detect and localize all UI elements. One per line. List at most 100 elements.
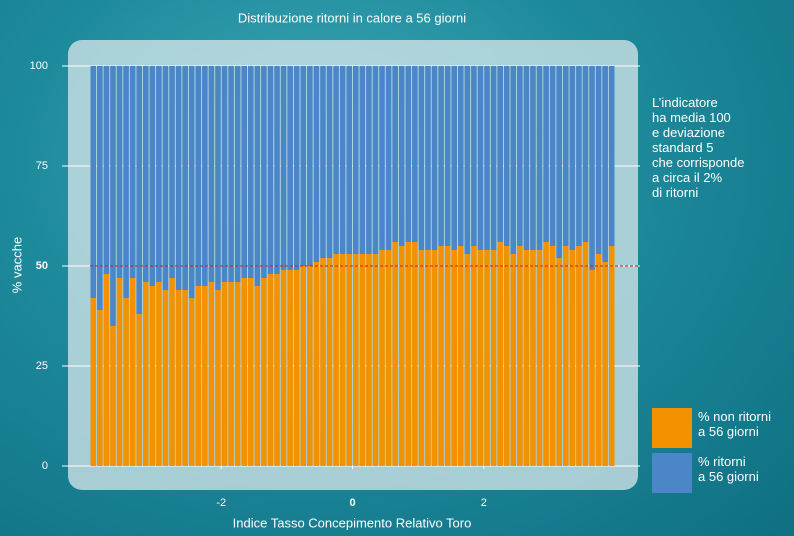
bar-segment — [503, 246, 510, 466]
bar-segment — [477, 66, 484, 250]
bar-segment — [464, 66, 471, 254]
bar-segment — [208, 282, 215, 466]
bar-segment — [313, 262, 320, 466]
bar-segment — [457, 66, 464, 246]
bar-segment — [352, 66, 359, 254]
bar-segment — [366, 66, 372, 254]
bar-segment — [156, 282, 162, 466]
bar-segment — [444, 66, 451, 246]
bar-segment — [254, 286, 261, 466]
bar-segment — [129, 278, 136, 466]
bar-segment — [405, 242, 412, 466]
bar-segment — [602, 262, 608, 466]
bars — [90, 66, 615, 466]
bar-segment — [562, 246, 569, 466]
bar-segment — [339, 254, 346, 466]
bar-segment — [484, 66, 490, 250]
bar-segment — [136, 66, 143, 314]
bar-segment — [116, 66, 123, 278]
bar-segment — [471, 246, 477, 466]
bar-segment — [366, 254, 372, 466]
bar-segment — [530, 66, 536, 250]
bar-segment — [444, 246, 451, 466]
bar-segment — [129, 66, 136, 278]
bar-segment — [320, 258, 326, 466]
bar-segment — [123, 298, 129, 466]
bar-segment — [510, 254, 517, 466]
bar-segment — [431, 66, 438, 250]
bar-segment — [510, 66, 517, 254]
legend-label: % non ritorni a 56 giorni — [698, 409, 771, 439]
bar-segment — [234, 282, 241, 466]
x-tick-label: 0 — [349, 497, 355, 509]
bar-segment — [215, 66, 221, 290]
y-tick-label: 100 — [30, 60, 48, 72]
bar-segment — [267, 274, 274, 466]
bar-segment — [589, 66, 595, 270]
bar-segment — [457, 246, 464, 466]
bar-segment — [136, 314, 143, 466]
bar-segment — [582, 66, 589, 242]
bar-segment — [523, 66, 530, 250]
bar-segment — [202, 66, 208, 286]
bar-segment — [208, 66, 215, 282]
chart-title: Distribuzione ritorni in calore a 56 gio… — [238, 10, 466, 25]
bar-segment — [241, 278, 248, 466]
bar-segment — [313, 66, 320, 262]
bar-segment — [287, 66, 293, 270]
bar-segment — [359, 254, 366, 466]
y-tick-label: 50 — [36, 260, 48, 272]
bar-segment — [517, 246, 523, 466]
legend-swatch — [652, 408, 692, 448]
bar-segment — [300, 66, 307, 266]
bar-segment — [195, 286, 202, 466]
bar-segment — [484, 250, 490, 466]
bar-segment — [195, 66, 202, 286]
bar-segment — [503, 66, 510, 246]
bar-segment — [307, 266, 313, 466]
bar-segment — [142, 282, 149, 466]
bar-segment — [182, 66, 188, 290]
bar-segment — [326, 66, 333, 258]
bar-segment — [497, 242, 503, 466]
y-tick-label: 25 — [36, 360, 48, 372]
bar-segment — [425, 250, 431, 466]
bar-segment — [149, 286, 156, 466]
bar-segment — [451, 250, 458, 466]
bar-segment — [280, 66, 287, 270]
bar-segment — [497, 66, 503, 242]
bar-segment — [379, 250, 385, 466]
bar-segment — [556, 258, 563, 466]
bar-segment — [175, 66, 182, 290]
bar-segment — [169, 278, 175, 466]
bar-segment — [582, 242, 589, 466]
bar-segment — [517, 66, 523, 246]
bar-segment — [608, 66, 615, 246]
bar-segment — [149, 66, 156, 286]
bar-segment — [169, 66, 175, 278]
bar-segment — [103, 66, 110, 274]
bar-segment — [392, 66, 398, 242]
bar-segment — [523, 250, 530, 466]
bar-segment — [188, 66, 195, 298]
bar-segment — [438, 66, 444, 246]
bar-segment — [490, 66, 497, 250]
x-tick-label: 2 — [481, 497, 487, 509]
bar-segment — [412, 242, 418, 466]
bar-segment — [556, 66, 563, 258]
bar-segment — [418, 66, 425, 250]
bar-segment — [97, 310, 103, 466]
bar-segment — [307, 66, 313, 266]
bar-segment — [300, 266, 307, 466]
bar-segment — [398, 66, 405, 246]
bar-segment — [418, 250, 425, 466]
bar-segment — [234, 66, 241, 282]
bar-segment — [346, 254, 353, 466]
bar-segment — [549, 66, 556, 246]
bar-segment — [326, 258, 333, 466]
bar-segment — [156, 66, 162, 282]
bar-segment — [352, 254, 359, 466]
bar-segment — [471, 66, 477, 246]
bar-segment — [385, 66, 392, 250]
bar-segment — [162, 290, 169, 466]
